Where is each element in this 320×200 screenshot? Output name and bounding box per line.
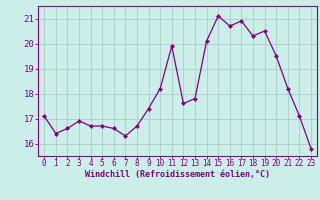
X-axis label: Windchill (Refroidissement éolien,°C): Windchill (Refroidissement éolien,°C) [85, 170, 270, 179]
